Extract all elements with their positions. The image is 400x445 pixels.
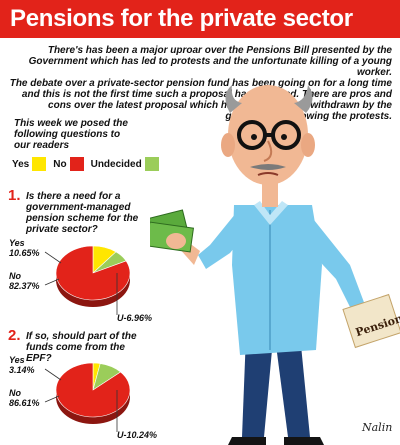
intro-paragraph-2: The debate over a private-sector pension… — [9, 78, 392, 122]
slice-label-undecided: U-6.96% — [117, 313, 152, 323]
slice-label-line: Yes — [9, 355, 25, 365]
slice-label-line: No — [9, 388, 21, 398]
intro-paragraph-1: There's has been a major uproar over the… — [28, 45, 392, 78]
slice-label-line: 86.61% — [9, 398, 40, 408]
leader-line-no — [44, 278, 60, 286]
slice-label-undecided: U-10.24% — [117, 430, 157, 440]
pie-chart-2: Yes 3.14% No 86.61% U-10.24% — [9, 355, 157, 440]
legend: Yes No Undecided — [12, 157, 163, 171]
legend-no-label: No — [53, 158, 67, 170]
cartoon-eye-left — [251, 134, 257, 140]
page-title: Pensions for the private sector — [10, 5, 353, 32]
pensioner-cartoon: Pension — [150, 85, 400, 445]
intro-text: There's has been a major uproar over the… — [8, 45, 392, 122]
slice-label-line: Yes — [9, 238, 25, 248]
question-2-number: 2. — [8, 327, 21, 344]
cartoon-hair-right — [294, 85, 313, 113]
cartoon-neck — [262, 183, 278, 207]
cartoon-leg-left — [242, 335, 272, 437]
slice-label-no: No 82.37% — [9, 271, 40, 291]
cartoon-sleeve-left — [198, 213, 246, 269]
slice-label-yes: Yes 3.14% — [9, 355, 35, 375]
cartoon-mouth — [257, 172, 279, 176]
artist-signature: Nalin — [362, 421, 393, 434]
legend-yes-swatch — [32, 157, 47, 171]
cartoon-ear-right — [301, 133, 315, 157]
leader-line-yes — [44, 368, 62, 381]
legend-undecided-label: Undecided — [90, 158, 142, 170]
cartoon-glasses — [237, 120, 301, 150]
cartoon-pension-paper: Pension — [342, 293, 400, 349]
slice-label-line: 3.14% — [9, 365, 35, 375]
cartoon-moustache — [250, 164, 286, 170]
cartoon-nose — [263, 140, 273, 162]
cartoon-leg-right — [276, 335, 310, 437]
legend-yes-label: Yes — [12, 158, 30, 170]
slice-label-line: U-10.24% — [117, 430, 157, 440]
pie-slice-no — [55, 362, 131, 418]
cartoon-arm-right — [310, 215, 368, 319]
title-banner: Pensions for the private sector — [0, 0, 400, 38]
cartoon-hair-left — [225, 85, 242, 113]
slice-label-line: 10.65% — [9, 248, 40, 258]
legend-no-swatch — [69, 157, 84, 171]
question-2-text: If so, should part of the funds come fro… — [26, 331, 137, 364]
slice-label-yes: Yes 10.65% — [9, 238, 40, 258]
slice-label-line: 82.37% — [9, 281, 40, 291]
legend-undecided-swatch — [144, 157, 159, 171]
cartoon-shoe-right — [284, 437, 324, 445]
pie-chart-1: Yes 10.65% No 82.37% U-6.96% — [9, 238, 152, 323]
slice-label-no: No 86.61% — [9, 388, 40, 408]
cartoon-hand-left — [166, 233, 186, 249]
question-1-number: 1. — [8, 187, 21, 204]
cartoon-ear-left — [221, 133, 235, 157]
poll-intro: This week we posed the following questio… — [14, 118, 128, 151]
slice-label-line: U-6.96% — [117, 313, 152, 323]
leader-line-no — [44, 395, 60, 403]
cartoon-shirt — [232, 205, 322, 355]
question-1-text: Is there a need for a government-managed… — [26, 191, 139, 235]
cartoon-shoe-left — [228, 437, 266, 445]
pie-slice-no — [55, 245, 131, 301]
cartoon-eye-right — [281, 134, 287, 140]
leader-line-yes — [44, 251, 62, 264]
slice-label-line: No — [9, 271, 21, 281]
